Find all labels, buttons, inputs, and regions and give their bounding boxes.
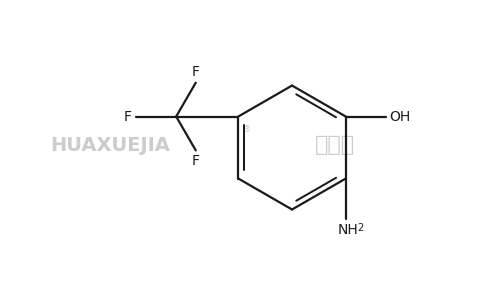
Text: F: F (124, 110, 132, 123)
Text: OH: OH (389, 110, 410, 123)
Text: 化学加: 化学加 (315, 135, 355, 155)
Text: ®: ® (242, 125, 251, 134)
Text: 2: 2 (357, 223, 363, 233)
Text: F: F (192, 154, 200, 168)
Text: NH: NH (337, 223, 358, 237)
Text: F: F (192, 65, 200, 79)
Text: HUAXUEJIA: HUAXUEJIA (51, 136, 171, 155)
